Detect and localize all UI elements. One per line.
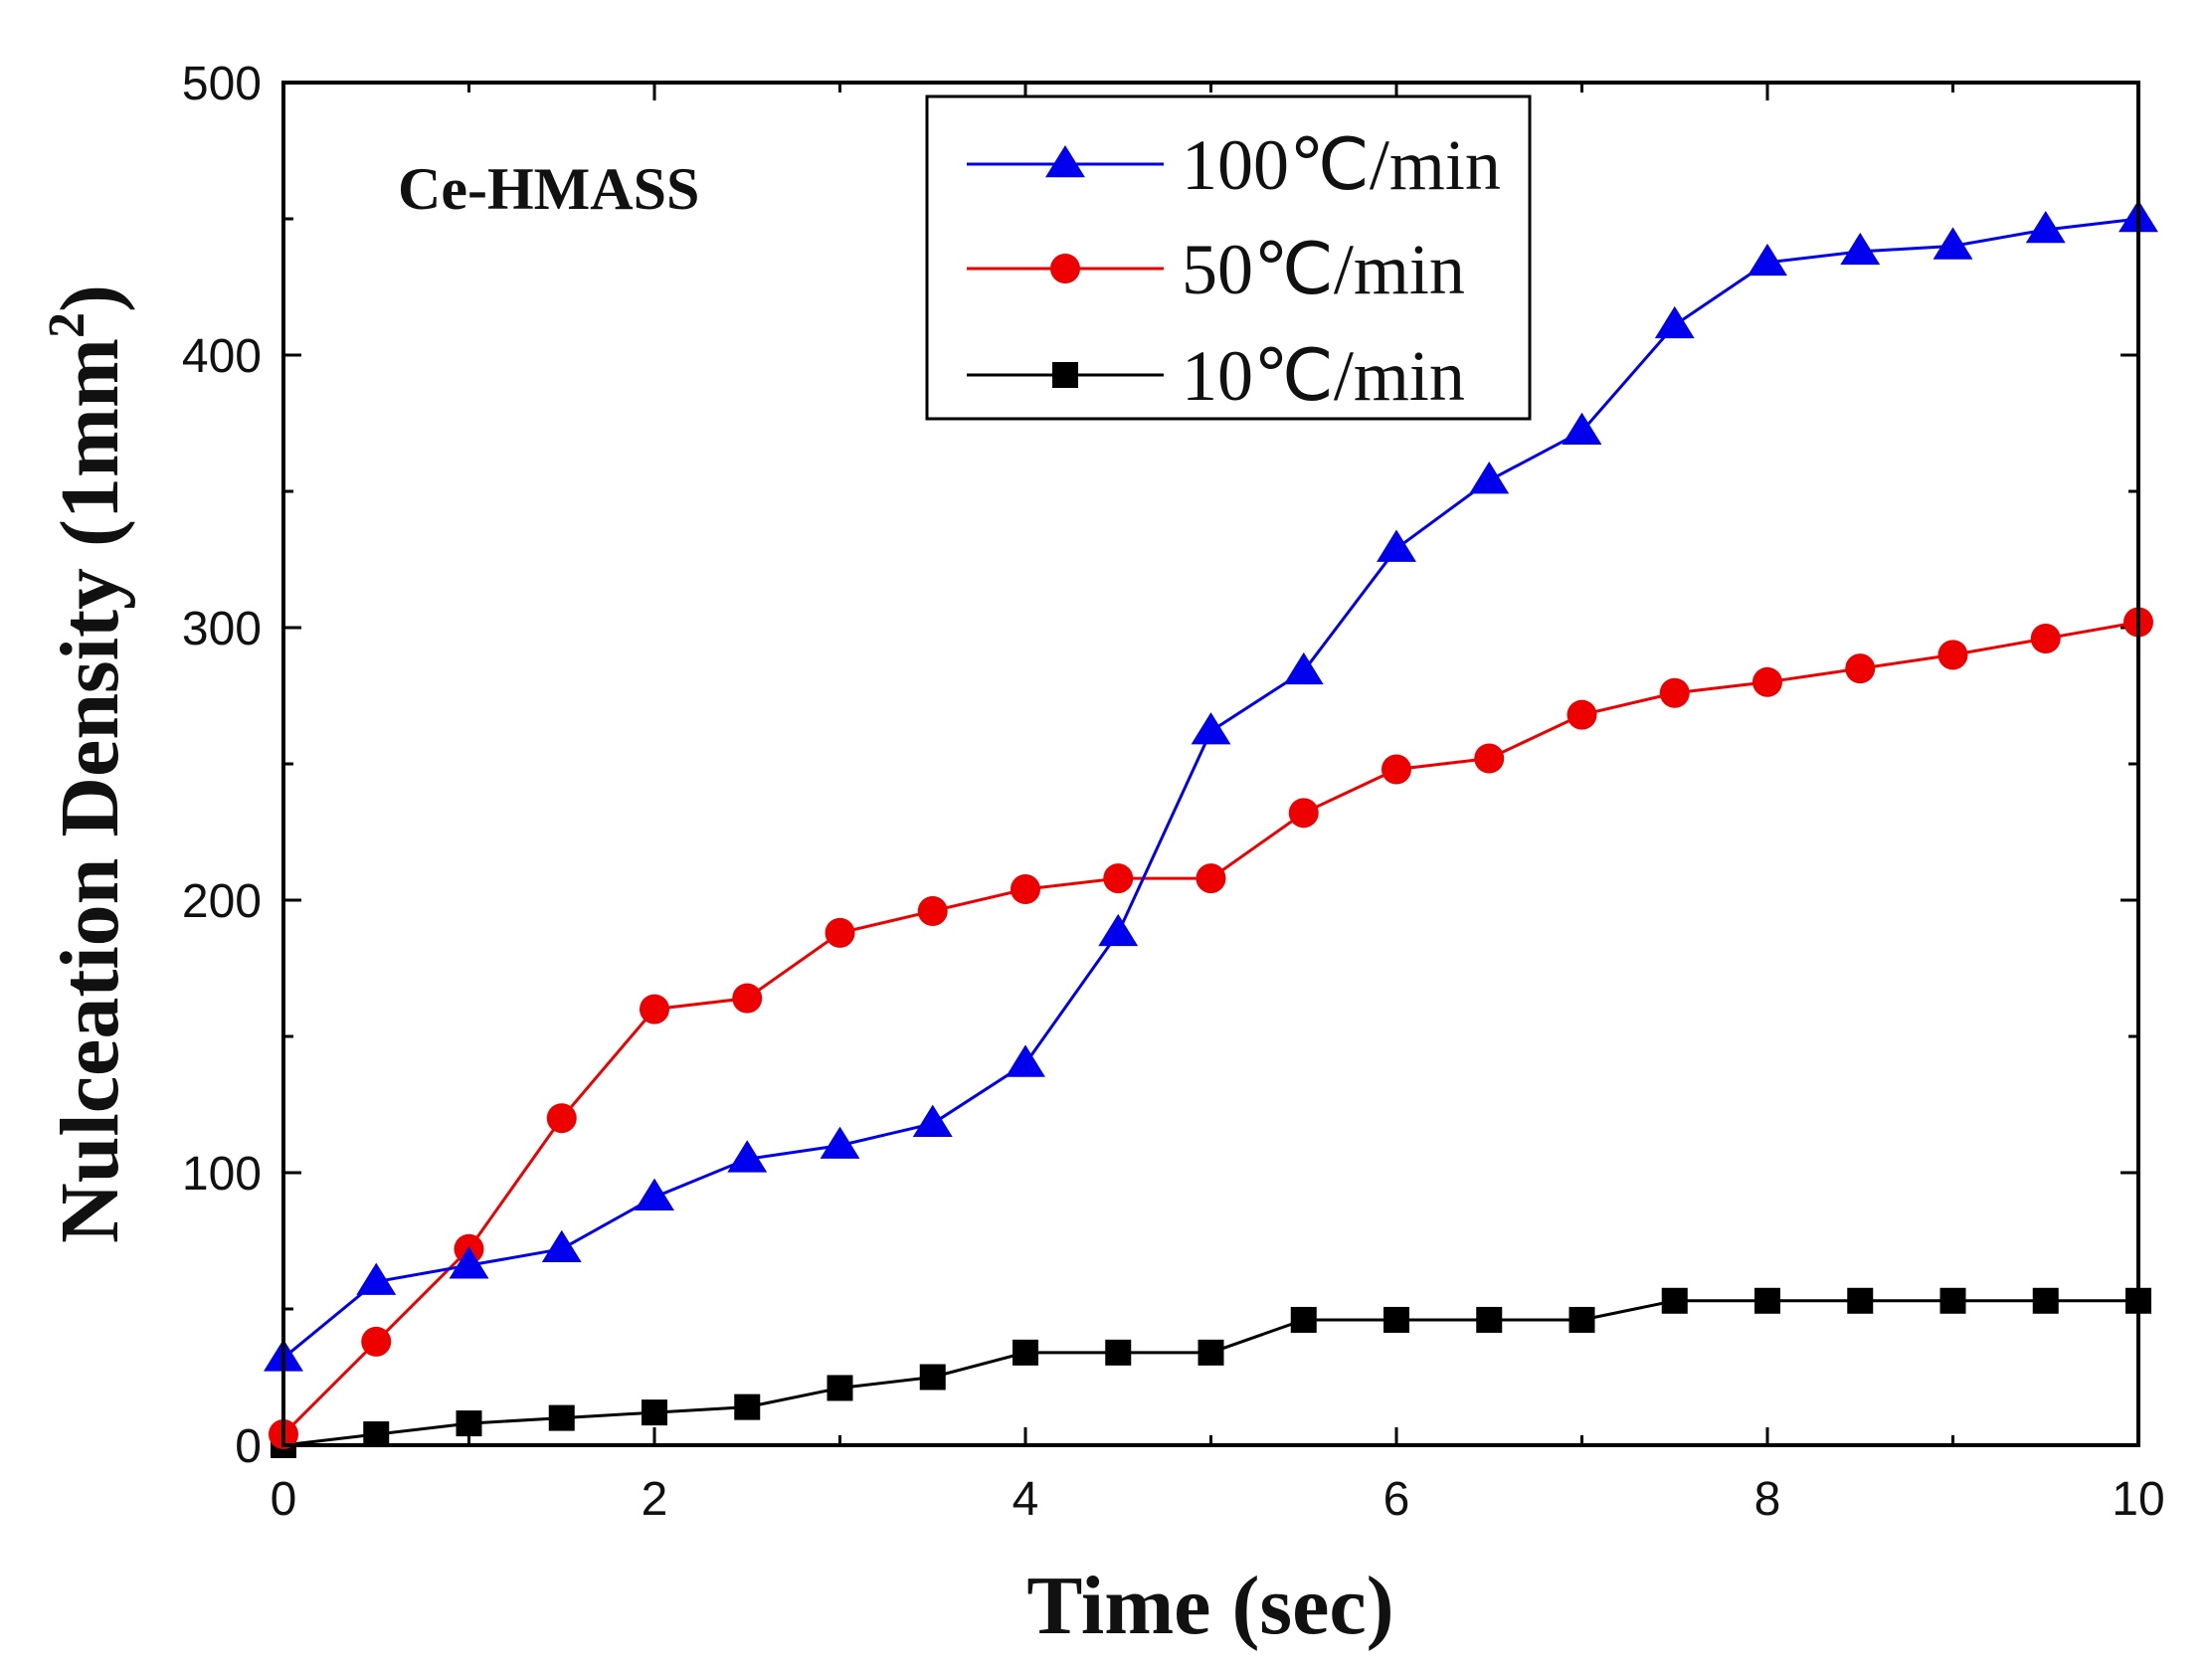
data-point: [1748, 243, 1787, 277]
x-tick-label: 2: [642, 1473, 668, 1526]
data-point: [1567, 699, 1597, 730]
x-tick-label: 0: [271, 1473, 297, 1526]
data-point: [2032, 1287, 2059, 1314]
data-point: [1290, 1306, 1317, 1333]
data-point: [1659, 677, 1690, 708]
y-axis-title-tail: ): [44, 284, 136, 312]
x-tick-label: 4: [1013, 1473, 1039, 1526]
data-point: [1562, 412, 1602, 446]
legend-label: 10℃/min: [1182, 336, 1465, 416]
x-axis-title: Time (sec): [1026, 1560, 1393, 1652]
data-point: [541, 1229, 582, 1263]
data-point: [825, 917, 855, 948]
data-point: [642, 1399, 667, 1426]
data-point: [912, 1104, 953, 1137]
data-point: [1474, 743, 1505, 774]
data-point: [1103, 863, 1134, 894]
legend-label: 50℃/min: [1182, 230, 1465, 309]
data-point: [820, 1126, 860, 1159]
data-point: [919, 1364, 946, 1391]
data-point: [546, 1103, 577, 1134]
x-tick-label: 6: [1383, 1473, 1410, 1526]
data-point: [1754, 1287, 1780, 1314]
data-point: [456, 1410, 482, 1437]
data-point: [727, 1140, 768, 1173]
y-tick-label: 500: [182, 58, 262, 110]
data-point: [449, 1246, 489, 1279]
y-axis-title-superscript: 2: [39, 312, 95, 338]
data-point: [548, 1404, 575, 1431]
data-point: [2025, 210, 2066, 244]
data-point: [1654, 305, 1695, 339]
data-point: [363, 1421, 390, 1448]
data-point: [734, 1393, 761, 1420]
data-point: [1568, 1306, 1595, 1333]
data-point: [1283, 651, 1324, 685]
y-axis-title-main: Nulceation Density (1mm: [44, 338, 136, 1243]
data-point: [635, 1178, 674, 1210]
data-point: [1845, 653, 1876, 684]
series-triangle: [264, 200, 2158, 1372]
data-point: [1006, 1044, 1045, 1077]
legend-marker-triangle: [1045, 145, 1085, 178]
data-point: [917, 895, 948, 926]
data-point: [1469, 462, 1510, 494]
y-tick-label: 0: [235, 1420, 262, 1473]
y-tick-label: 200: [182, 875, 262, 928]
data-point: [1476, 1306, 1503, 1333]
data-point: [1383, 1306, 1409, 1333]
data-point: [732, 983, 763, 1014]
data-point: [640, 994, 669, 1024]
series-circle: [269, 607, 2153, 1450]
y-tick-label: 100: [182, 1148, 262, 1201]
x-tick-label: 8: [1754, 1473, 1781, 1526]
y-axis-title: Nulceation Density (1mm2): [39, 284, 136, 1243]
data-point: [2030, 623, 2061, 653]
data-point: [1840, 232, 1881, 266]
x-tick-label: 10: [2112, 1473, 2164, 1526]
data-point: [1382, 754, 1411, 785]
data-point: [1013, 1339, 1038, 1366]
plot-frame: [281, 81, 2140, 1447]
legend-box: [925, 94, 1532, 421]
chart-annotation: Ce-HMASS: [398, 156, 699, 222]
series-layer: [264, 200, 2158, 1458]
legend-label: 100℃/min: [1182, 125, 1501, 205]
data-point: [1847, 1287, 1874, 1314]
data-point: [1288, 798, 1319, 829]
y-tick-label: 300: [182, 603, 262, 655]
data-point: [361, 1326, 392, 1357]
legend-entries: 100℃/min 50℃/min 10℃/min: [967, 125, 1501, 416]
legend-marker-square: [1052, 362, 1078, 388]
y-tick-label: 400: [182, 330, 262, 383]
data-point: [1377, 529, 1416, 562]
data-point: [1098, 913, 1139, 947]
data-point: [1105, 1339, 1132, 1366]
data-point: [1939, 1287, 1966, 1314]
data-point: [1011, 874, 1040, 905]
data-point: [827, 1375, 853, 1401]
data-point: [1191, 712, 1231, 745]
legend: 100℃/min 50℃/min 10℃/min: [925, 94, 1532, 421]
data-point: [1198, 1339, 1224, 1366]
data-point: [1661, 1287, 1688, 1314]
data-point: [1752, 666, 1782, 697]
legend-marker-circle: [1050, 254, 1080, 283]
data-point: [1933, 227, 1973, 260]
data-point: [1937, 640, 1968, 670]
data-point: [1196, 863, 1226, 894]
data-point: [356, 1262, 397, 1295]
